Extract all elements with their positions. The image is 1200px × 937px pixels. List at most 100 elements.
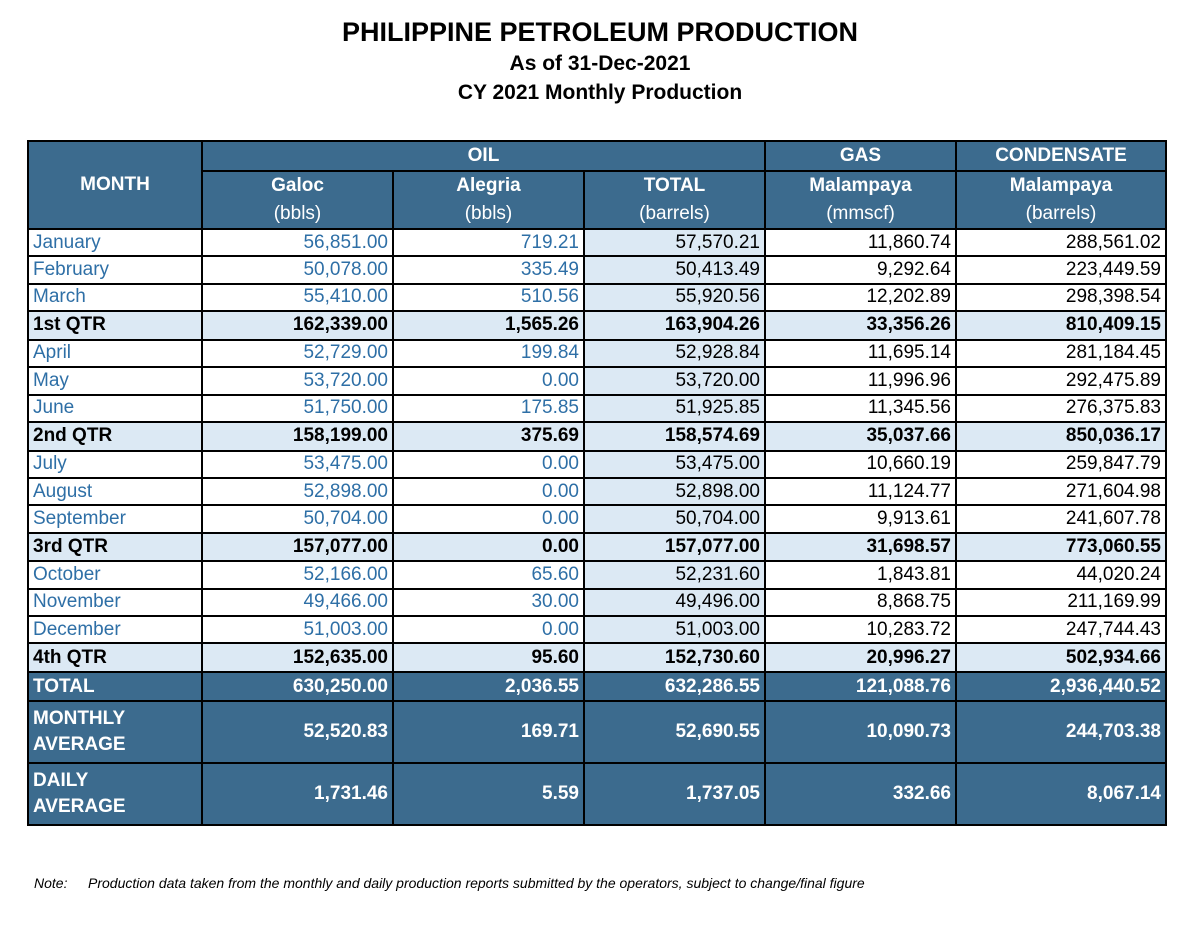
summary-label-line2: AVERAGE xyxy=(33,796,126,818)
cell-total: 50,413.49 xyxy=(583,255,766,285)
table-row: July 53,475.00 0.00 53,475.00 10,660.19 259,8… xyxy=(27,449,1167,479)
cell-total: 152,730.60 xyxy=(583,642,766,674)
cell-gas: 35,037.66 xyxy=(764,420,957,452)
cell-cond: 247,744.43 xyxy=(955,615,1167,645)
header-galoc: Galoc xyxy=(201,170,394,200)
header-gas-field: Malampaya xyxy=(764,170,957,200)
cell-cond: 271,604.98 xyxy=(955,476,1167,507)
cell-alegria: 30.00 xyxy=(392,587,585,618)
average-row: DAILY AVERAGE 1,731.46 5.59 1,737.05 332.66 8,… xyxy=(27,762,1167,827)
cell-gas: 1,843.81 xyxy=(764,560,957,590)
summary-cell-gas: 121,088.76 xyxy=(764,671,957,703)
cell-cond: 211,169.99 xyxy=(955,587,1167,618)
table-row: February 50,078.00 335.49 50,413.49 9,292.64… xyxy=(27,255,1167,285)
cell-galoc: 55,410.00 xyxy=(201,282,394,313)
cell-cond: 298,398.54 xyxy=(955,282,1167,313)
summary-cell-alegria: 2,036.55 xyxy=(392,671,585,703)
month-label: April xyxy=(27,338,203,369)
summary-cell-gas: 332.66 xyxy=(764,762,957,827)
month-label: June xyxy=(27,393,203,423)
cell-cond: 773,060.55 xyxy=(955,531,1167,563)
cell-galoc: 50,078.00 xyxy=(201,255,394,285)
quarter-label: 2nd QTR xyxy=(27,420,203,452)
cell-galoc: 157,077.00 xyxy=(201,531,394,563)
month-label: July xyxy=(27,449,203,479)
cell-gas: 11,695.14 xyxy=(764,338,957,369)
cell-gas: 10,283.72 xyxy=(764,615,957,645)
cell-total: 53,720.00 xyxy=(583,366,766,396)
cell-alegria: 95.60 xyxy=(392,642,585,674)
month-label: May xyxy=(27,366,203,396)
cell-gas: 12,202.89 xyxy=(764,282,957,313)
cell-gas: 10,660.19 xyxy=(764,449,957,479)
month-label: November xyxy=(27,587,203,618)
header-alegria-unit: (bbls) xyxy=(392,200,585,230)
cell-galoc: 50,704.00 xyxy=(201,504,394,534)
cell-total: 52,898.00 xyxy=(583,476,766,507)
summary-cell-alegria: 5.59 xyxy=(392,762,585,827)
table-row: November 49,466.00 30.00 49,496.00 8,868.75 2… xyxy=(27,587,1167,618)
cell-galoc: 56,851.00 xyxy=(201,227,394,258)
summary-cell-galoc: 52,520.83 xyxy=(201,700,394,765)
cell-alegria: 0.00 xyxy=(392,504,585,534)
cell-total: 57,570.21 xyxy=(583,227,766,258)
month-label: March xyxy=(27,282,203,313)
cell-galoc: 51,003.00 xyxy=(201,615,394,645)
table-row: January 56,851.00 719.21 57,570.21 11,860.74… xyxy=(27,227,1167,258)
cell-galoc: 162,339.00 xyxy=(201,310,394,341)
cell-total: 52,928.84 xyxy=(583,338,766,369)
table-row: May 53,720.00 0.00 53,720.00 11,996.96 292,47… xyxy=(27,366,1167,396)
cell-total: 51,925.85 xyxy=(583,393,766,423)
total-row: TOTAL 630,250.00 2,036.55 632,286.55 121,088… xyxy=(27,671,1167,703)
month-label: August xyxy=(27,476,203,507)
report-title: PHILIPPINE PETROLEUM PRODUCTION xyxy=(341,17,859,47)
header-alegria: Alegria xyxy=(392,170,585,200)
cell-alegria: 199.84 xyxy=(392,338,585,369)
table-row: October 52,166.00 65.60 52,231.60 1,843.81 44… xyxy=(27,560,1167,590)
summary-cell-total: 1,737.05 xyxy=(583,762,766,827)
cell-gas: 11,345.56 xyxy=(764,393,957,423)
table-row: September 50,704.00 0.00 50,704.00 9,913.61 2… xyxy=(27,504,1167,534)
header-total: TOTAL xyxy=(583,170,766,200)
cell-gas: 9,292.64 xyxy=(764,255,957,285)
month-label: December xyxy=(27,615,203,645)
cell-gas: 11,860.74 xyxy=(764,227,957,258)
report-header: PHILIPPINE PETROLEUM PRODUCTION As of 31… xyxy=(0,14,1200,108)
summary-cell-galoc: 1,731.46 xyxy=(201,762,394,827)
cell-gas: 33,356.26 xyxy=(764,310,957,341)
cell-alegria: 0.00 xyxy=(392,615,585,645)
cell-alegria: 65.60 xyxy=(392,560,585,590)
cell-alegria: 510.56 xyxy=(392,282,585,313)
summary-cell-cond: 2,936,440.52 xyxy=(955,671,1167,703)
cell-gas: 9,913.61 xyxy=(764,504,957,534)
cell-galoc: 158,199.00 xyxy=(201,420,394,452)
cell-alegria: 0.00 xyxy=(392,366,585,396)
summary-label: DAILY AVERAGE xyxy=(27,762,203,827)
cell-gas: 11,124.77 xyxy=(764,476,957,507)
cell-galoc: 152,635.00 xyxy=(201,642,394,674)
cell-total: 163,904.26 xyxy=(583,310,766,341)
cell-gas: 11,996.96 xyxy=(764,366,957,396)
cell-galoc: 51,750.00 xyxy=(201,393,394,423)
header-gas: GAS xyxy=(764,140,957,172)
summary-label: MONTHLY AVERAGE xyxy=(27,700,203,765)
summary-label-line2: AVERAGE xyxy=(33,734,126,756)
header-row-fields: Galoc Alegria TOTAL Malampaya Malampaya xyxy=(28,170,1167,200)
cell-cond: 288,561.02 xyxy=(955,227,1167,258)
cell-cond: 223,449.59 xyxy=(955,255,1167,285)
header-oil: OIL xyxy=(201,140,766,172)
month-label: January xyxy=(27,227,203,258)
cell-alegria: 375.69 xyxy=(392,420,585,452)
summary-label-line1: MONTHLY xyxy=(33,708,126,730)
cell-cond: 44,020.24 xyxy=(955,560,1167,590)
quarter-row: 1st QTR 162,339.00 1,565.26 163,904.26 33,35… xyxy=(27,310,1167,341)
footnote: Note: Production data taken from the mont… xyxy=(34,875,865,891)
header-total-unit: (barrels) xyxy=(583,200,766,230)
summary-cell-cond: 8,067.14 xyxy=(955,762,1167,827)
month-label: February xyxy=(27,255,203,285)
cell-alegria: 0.00 xyxy=(392,531,585,563)
cell-galoc: 52,166.00 xyxy=(201,560,394,590)
cell-cond: 292,475.89 xyxy=(955,366,1167,396)
quarter-label: 1st QTR xyxy=(27,310,203,341)
header-cond-field: Malampaya xyxy=(955,170,1167,200)
